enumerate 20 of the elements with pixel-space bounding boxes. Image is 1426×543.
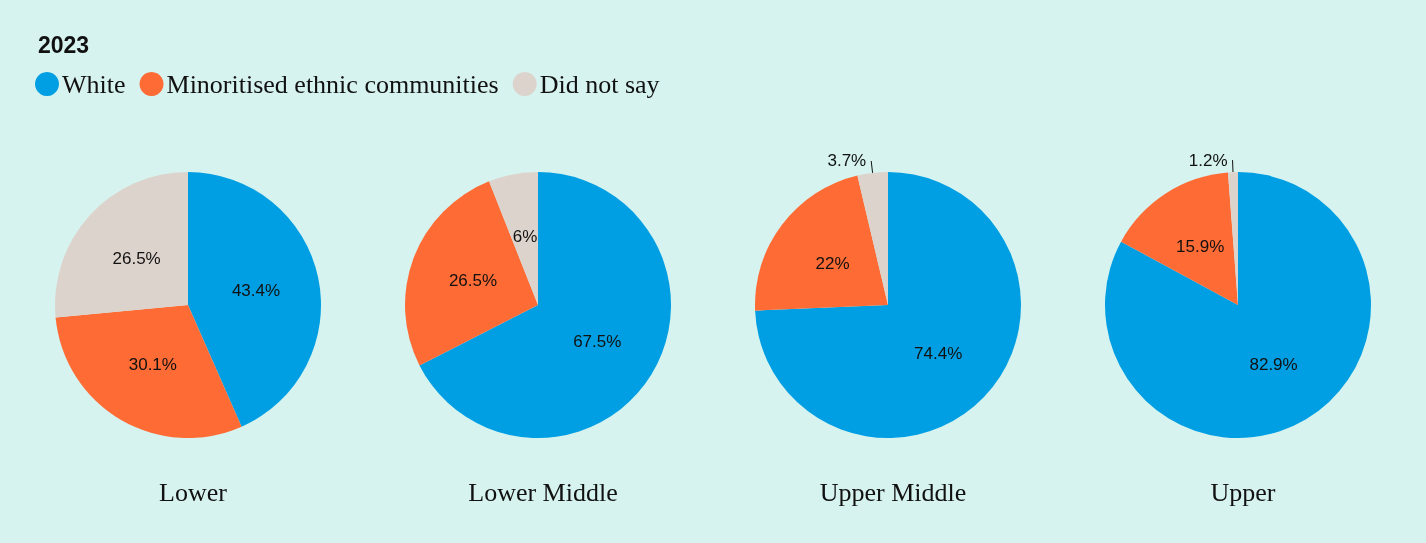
slice-label: Lower (159, 477, 228, 507)
data-label: 26.5% (112, 248, 161, 268)
data-label: 43.4% (231, 281, 281, 301)
data-label: 15.9% (1176, 237, 1225, 257)
data-label: 26.5% (448, 270, 498, 290)
chart-title: 2023 (38, 31, 90, 58)
slice-label: Upper (1210, 477, 1276, 507)
legend-label: White (62, 69, 126, 99)
slice-label: Lower Middle (468, 477, 618, 507)
data-label: 82.9% (1249, 355, 1298, 375)
data-label: 1.2% (1188, 150, 1228, 170)
data-label: 74.4% (914, 343, 963, 363)
data-label: 67.5% (573, 331, 622, 351)
data-label: 6% (512, 227, 538, 247)
data-label: 30.1% (128, 355, 177, 375)
data-label: 3.7% (827, 151, 867, 171)
data-label: 22% (815, 253, 850, 273)
legend-label: Did not say (539, 69, 660, 99)
legend-label: Minoritised ethnic communities (166, 69, 499, 99)
slice-label: Upper Middle (819, 477, 967, 507)
